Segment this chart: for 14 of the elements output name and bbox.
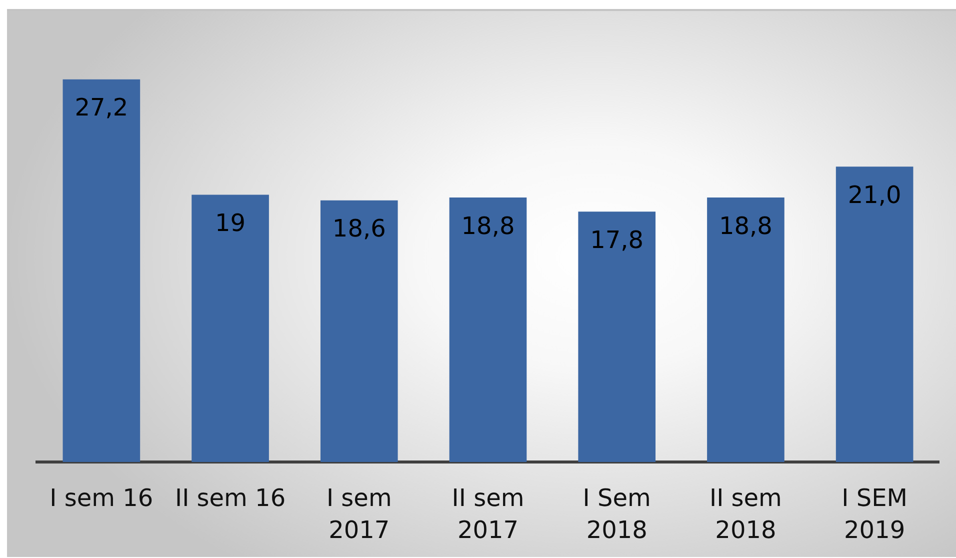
data-label: 19 — [215, 208, 246, 237]
data-label: 21,0 — [848, 180, 902, 209]
data-label: 27,2 — [74, 94, 128, 122]
data-label: 17,8 — [590, 226, 644, 254]
x-tick-label: I Sem 2018 — [582, 484, 651, 544]
data-label: 18,6 — [332, 214, 386, 243]
x-tick-label: I sem 16 — [50, 484, 154, 512]
x-tick-label: I sem 2017 — [326, 484, 392, 544]
data-label: 18,8 — [718, 212, 772, 240]
x-tick-label: II sem 2018 — [709, 484, 782, 544]
x-tick-label: II sem 2017 — [452, 484, 524, 544]
x-tick-label: I SEM 2019 — [842, 484, 908, 544]
x-tick-label: II sem 16 — [174, 484, 286, 512]
data-label: 18,8 — [461, 212, 515, 240]
